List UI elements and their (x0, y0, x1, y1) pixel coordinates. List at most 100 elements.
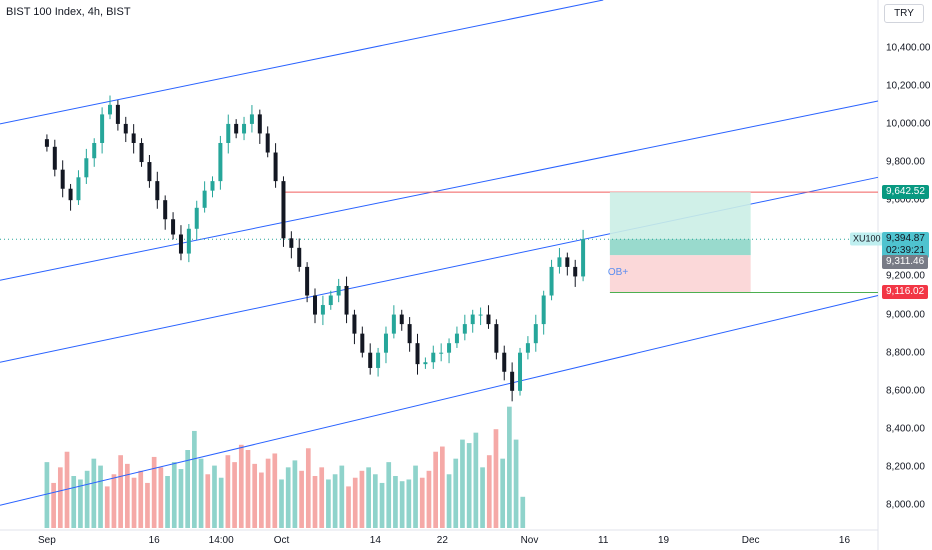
price-tick-label: 9,800.00 (886, 156, 925, 168)
volume-bar (44, 462, 50, 528)
time-tick-label: Nov (520, 535, 539, 546)
volume-bar (319, 467, 325, 528)
volume-bar (51, 482, 56, 528)
candle-body (431, 352, 436, 363)
bar-countdown: 02:39:21 (886, 245, 925, 257)
volume-bar (165, 476, 170, 528)
volume-bar (419, 477, 425, 528)
volume-bar (486, 455, 492, 528)
time-tick-label: 16 (148, 535, 160, 546)
price-tick-label: 8,600.00 (886, 385, 925, 397)
volume-bar (272, 453, 278, 528)
candle-body (84, 158, 89, 178)
channel-line-2 (0, 100, 879, 281)
candle-body (383, 333, 388, 353)
volume-bar (379, 482, 385, 528)
currency-button[interactable]: TRY (884, 4, 924, 23)
candle-body (502, 352, 507, 372)
time-tick-label: Oct (273, 535, 290, 546)
price-tick-label: 10,000.00 (886, 118, 931, 130)
time-tick-label: 16 (838, 535, 851, 546)
volume-bar (185, 450, 191, 528)
volume-bar (171, 462, 177, 528)
volume-bar (507, 406, 512, 528)
volume-bar (259, 472, 264, 528)
volume-bar (285, 467, 291, 528)
candle-body (226, 123, 231, 143)
candle-body (52, 146, 57, 170)
time-tick-label: Sep (38, 535, 56, 546)
candle-body (494, 324, 499, 353)
volume-bar (399, 481, 405, 528)
candle-body (242, 123, 247, 134)
channel-line-1 (0, 0, 604, 125)
price-tick-label: 9,200.00 (886, 270, 925, 282)
candle-body (249, 114, 254, 124)
time-tick-label: 14 (369, 535, 381, 546)
candle-body (549, 266, 554, 296)
volume-bar (433, 451, 438, 528)
time-tick-label: 19 (657, 535, 670, 546)
price-tick-label: 8,800.00 (886, 347, 925, 359)
volume-bar (192, 430, 197, 528)
volume-bar (151, 456, 157, 528)
candle-body (478, 314, 483, 316)
volume-bar (111, 474, 117, 528)
volume-bar (346, 486, 351, 528)
stop-price-badge: 9,116.02 (882, 285, 929, 300)
candle-body (147, 162, 152, 182)
candle-body (407, 324, 412, 344)
volume-bar (326, 479, 331, 528)
volume-bar (393, 476, 398, 528)
candle-body (60, 169, 65, 189)
price-tick-label: 10,200.00 (886, 80, 931, 92)
volume-bar (299, 470, 304, 528)
candle-body (470, 314, 475, 325)
candle-body (581, 239, 586, 277)
price-tick-label: 9,000.00 (886, 309, 925, 321)
volume-bar (212, 465, 217, 528)
candle-body (68, 188, 73, 201)
volume-bar (473, 432, 479, 528)
volume-bar (252, 463, 258, 528)
candle-body (360, 333, 365, 353)
candle-body (76, 177, 81, 201)
volume-bar (71, 476, 77, 528)
candle-body (92, 142, 97, 159)
time-tick-label: 22 (436, 535, 448, 546)
price-tick-label: 8,400.00 (886, 423, 925, 435)
volume-bar (292, 460, 298, 528)
volume-bar (279, 479, 284, 528)
candle-body (234, 123, 239, 134)
candle-body (202, 190, 207, 208)
candle-body (525, 343, 530, 353)
candle-body (328, 295, 333, 306)
volume-bar (138, 470, 144, 528)
volume-bar (446, 474, 452, 528)
volume-bar (520, 496, 526, 528)
volume-bar (158, 467, 164, 528)
price-tick-label: 8,200.00 (886, 461, 925, 473)
candle-body (447, 343, 452, 353)
candle-body (131, 133, 136, 143)
volume-bar (366, 467, 371, 528)
candle-body (289, 238, 294, 248)
candle-body (399, 314, 404, 325)
price-tick-label: 8,000.00 (886, 499, 925, 511)
order-block-label: OB+ (607, 267, 629, 279)
current-price-badge: 9,394.87 02:39:21 (882, 232, 929, 259)
stop-zone (609, 255, 751, 293)
candle-body (194, 207, 199, 229)
candle-body (186, 228, 191, 254)
candle-body (273, 152, 278, 182)
volume-bar (245, 450, 251, 528)
volume-bar (305, 448, 311, 528)
candle-body (510, 371, 515, 391)
current-price-value: 9,394.87 (886, 233, 925, 245)
candle-body (439, 352, 444, 354)
price-tick-label: 9,600.00 (886, 194, 925, 206)
candle-body (115, 104, 120, 124)
volume-bar (118, 455, 123, 528)
candle-body (44, 139, 49, 147)
